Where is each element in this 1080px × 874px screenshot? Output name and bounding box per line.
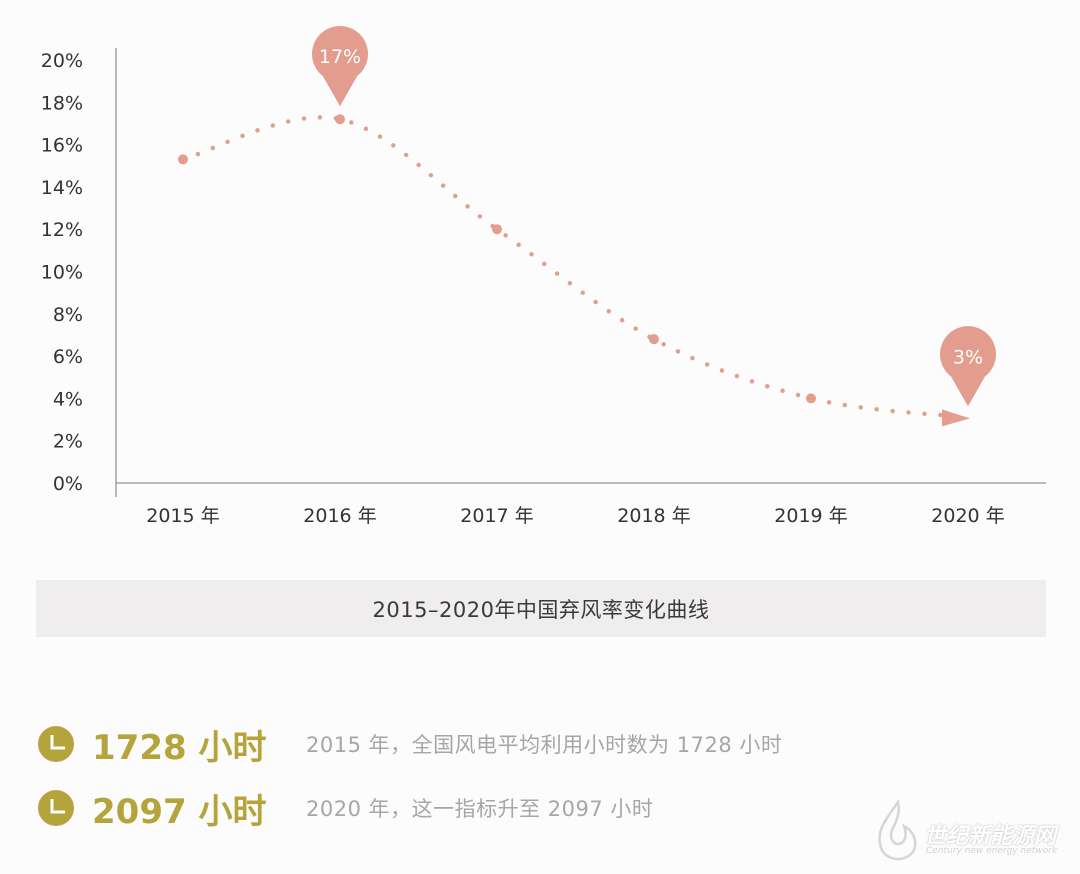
stat-value: 1728 小时	[92, 727, 267, 768]
stat-description: 2015 年，全国风电平均利用小时数为 1728 小时	[306, 733, 783, 757]
x-tick-label: 2016 年	[303, 505, 376, 527]
stat-description: 2020 年，这一指标升至 2097 小时	[306, 797, 654, 821]
y-tick-label: 4%	[53, 388, 83, 410]
y-tick-label: 10%	[41, 262, 83, 284]
series-line-path	[180, 115, 971, 420]
data-point	[335, 114, 345, 125]
watermark-title: 世纪新能源网	[924, 824, 1057, 849]
y-tick-label: 14%	[41, 177, 83, 199]
x-tick-label: 2020 年	[931, 505, 1004, 527]
x-tick-label: 2019 年	[774, 505, 847, 527]
pin-annotation: 3%	[940, 326, 997, 407]
pin-label: 3%	[953, 346, 983, 368]
data-point	[492, 224, 502, 235]
flame-logo-icon	[878, 798, 917, 861]
x-tick-label: 2018 年	[617, 505, 690, 527]
data-point	[178, 154, 188, 165]
watermark-subtitle: Century new energy network	[926, 846, 1058, 856]
y-tick-label: 6%	[53, 346, 83, 368]
line-chart: 0% 2% 4% 6% 8% 10% 12% 14% 16% 18% 20% 2015 年 2016 …	[41, 25, 1046, 527]
y-tick-label: 2%	[53, 431, 83, 453]
stat-row-2020: 2097 小时 2020 年，这一指标升至 2097 小时	[38, 785, 654, 832]
y-tick-label: 20%	[41, 50, 83, 72]
annotations: 17% 3%	[312, 25, 997, 407]
stat-row-2015: 1728 小时 2015 年，全国风电平均利用小时数为 1728 小时	[38, 721, 783, 768]
data-point	[806, 393, 816, 404]
x-tick-label: 2015 年	[146, 505, 219, 527]
series-line	[180, 115, 971, 420]
y-tick-label: 12%	[41, 219, 83, 241]
watermark-logo: 世纪新能源网 Century new energy network	[868, 798, 1080, 868]
pin-marker-icon	[312, 25, 369, 107]
pin-label: 17%	[319, 46, 361, 68]
y-tick-label: 0%	[53, 473, 83, 495]
y-tick-label: 8%	[53, 304, 83, 326]
chart-caption-text: 2015–2020年中国弃风率变化曲线	[372, 597, 710, 622]
data-point	[649, 334, 659, 345]
y-tick-label: 18%	[41, 92, 83, 114]
series-points	[178, 114, 970, 427]
pie-chart-icon	[38, 726, 74, 762]
stat-value: 2097 小时	[92, 791, 267, 832]
x-tick-label: 2017 年	[460, 505, 533, 527]
y-tick-label: 16%	[41, 135, 83, 157]
chart-caption: 2015–2020年中国弃风率变化曲线	[36, 580, 1046, 637]
pin-marker-icon	[940, 326, 997, 407]
x-axis-ticks: 2015 年 2016 年 2017 年 2018 年 2019 年 2020 年	[146, 505, 1004, 527]
pin-annotation: 17%	[312, 25, 369, 107]
pie-chart-icon	[38, 790, 74, 826]
y-axis-ticks: 0% 2% 4% 6% 8% 10% 12% 14% 16% 18% 20%	[41, 50, 83, 495]
arrow-head-marker	[942, 409, 970, 427]
